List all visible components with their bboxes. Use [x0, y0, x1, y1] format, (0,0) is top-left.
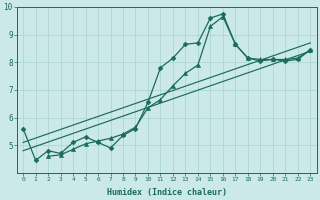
X-axis label: Humidex (Indice chaleur): Humidex (Indice chaleur): [107, 188, 227, 197]
